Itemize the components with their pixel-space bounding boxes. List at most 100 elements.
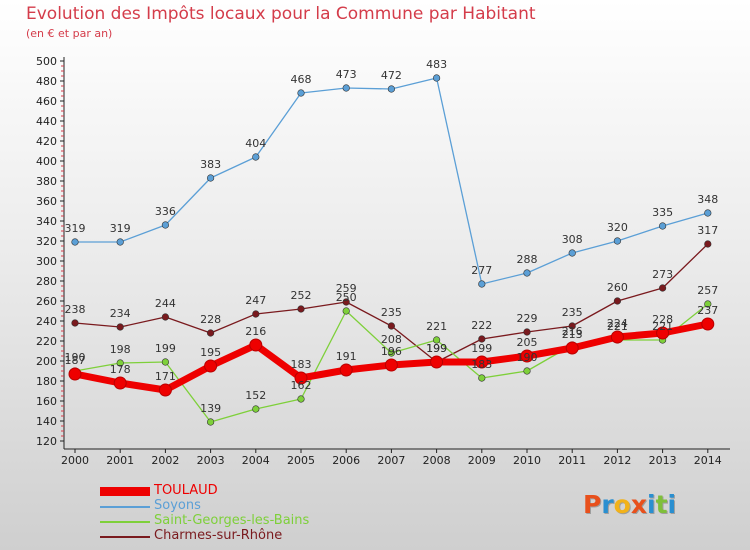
data-label-toulaud: 199 xyxy=(426,342,447,355)
series-point-saint-georges-les-bains xyxy=(704,300,712,308)
x-tick-label: 2003 xyxy=(197,454,225,467)
series-point-soyons xyxy=(523,269,531,277)
data-label-saint-georges-les-bains: 221 xyxy=(426,320,447,333)
chart-subtitle: (en € et par an) xyxy=(26,27,113,40)
y-tick-label: 220 xyxy=(36,335,57,348)
series-point-soyons xyxy=(297,89,305,97)
series-point-saint-georges-les-bains xyxy=(252,405,260,413)
series-point-saint-georges-les-bains xyxy=(297,395,305,403)
y-tick-label: 440 xyxy=(36,115,57,128)
data-label-saint-georges-les-bains: 257 xyxy=(697,284,718,297)
data-label-charmes-sur-rhone: 244 xyxy=(155,297,176,310)
series-point-toulaud xyxy=(113,376,127,390)
series-point-toulaud xyxy=(339,363,353,377)
data-label-soyons: 483 xyxy=(426,58,447,71)
series-point-charmes-sur-rhone xyxy=(252,310,260,318)
series-point-soyons xyxy=(613,237,622,245)
data-label-saint-georges-les-bains: 216 xyxy=(562,325,583,338)
logo-letter: t xyxy=(655,490,668,519)
data-label-charmes-sur-rhone: 228 xyxy=(200,313,221,326)
series-point-charmes-sur-rhone xyxy=(297,305,305,313)
series-point-toulaud xyxy=(656,326,670,340)
data-label-toulaud: 216 xyxy=(245,325,266,338)
legend-label: Soyons xyxy=(154,498,201,513)
series-point-soyons xyxy=(116,238,124,246)
series-point-saint-georges-les-bains xyxy=(478,374,486,382)
data-label-toulaud: 213 xyxy=(562,328,583,341)
y-tick-label: 180 xyxy=(36,375,57,388)
y-tick-label: 320 xyxy=(36,235,57,248)
data-label-charmes-sur-rhone: 252 xyxy=(291,289,312,302)
x-tick-label: 2010 xyxy=(513,454,541,467)
series-point-toulaud xyxy=(204,359,218,373)
data-label-saint-georges-les-bains: 198 xyxy=(110,343,131,356)
data-label-toulaud: 171 xyxy=(155,370,176,383)
y-tick-label: 240 xyxy=(36,315,57,328)
series-point-charmes-sur-rhone xyxy=(658,284,667,292)
x-tick-label: 2008 xyxy=(423,454,451,467)
legend-label: Charmes-sur-Rhône xyxy=(154,528,283,543)
series-point-toulaud xyxy=(249,338,263,352)
data-label-toulaud: 205 xyxy=(517,336,538,349)
series-point-charmes-sur-rhone xyxy=(71,319,79,327)
series-point-toulaud xyxy=(384,358,398,372)
x-tick-label: 2007 xyxy=(377,454,405,467)
data-label-soyons: 473 xyxy=(336,68,357,81)
y-tick-label: 460 xyxy=(36,95,57,108)
data-label-toulaud: 237 xyxy=(697,304,718,317)
series-point-soyons xyxy=(658,222,667,230)
data-label-soyons: 308 xyxy=(562,233,583,246)
series-point-charmes-sur-rhone xyxy=(387,322,396,330)
series-point-toulaud xyxy=(610,330,624,344)
x-tick-label: 2013 xyxy=(649,454,677,467)
data-label-soyons: 277 xyxy=(471,264,492,277)
data-label-soyons: 383 xyxy=(200,158,221,171)
series-point-toulaud xyxy=(701,317,715,331)
data-label-saint-georges-les-bains: 183 xyxy=(471,358,492,371)
data-label-charmes-sur-rhone: 260 xyxy=(607,281,628,294)
legend-swatch xyxy=(100,520,150,523)
data-label-soyons: 404 xyxy=(245,137,266,150)
series-point-saint-georges-les-bains xyxy=(342,307,350,315)
data-label-soyons: 288 xyxy=(517,253,538,266)
data-label-toulaud: 191 xyxy=(336,350,357,363)
chart-data-labels: 238 234 244 228 247 252 259 235 199 222 229 235 260 2… xyxy=(65,58,719,415)
series-point-soyons xyxy=(568,249,576,257)
data-label-saint-georges-les-bains: 221 xyxy=(652,320,673,333)
series-point-saint-georges-les-bains xyxy=(161,358,169,366)
y-tick-label: 300 xyxy=(36,255,57,268)
series-point-charmes-sur-rhone xyxy=(568,322,576,330)
data-label-saint-georges-les-bains: 139 xyxy=(200,402,221,415)
data-label-charmes-sur-rhone: 238 xyxy=(65,303,86,316)
data-label-soyons: 335 xyxy=(652,206,673,219)
logo-letter: x xyxy=(630,490,647,519)
series-point-charmes-sur-rhone xyxy=(613,297,622,305)
series-point-soyons xyxy=(478,280,486,288)
y-tick-label: 340 xyxy=(36,215,57,228)
y-tick-label: 420 xyxy=(36,135,57,148)
proxiti-logo: Proxiti xyxy=(583,490,676,519)
data-label-saint-georges-les-bains: 190 xyxy=(517,351,538,364)
series-point-saint-georges-les-bains xyxy=(433,336,441,344)
legend-item: Soyons xyxy=(100,498,420,514)
data-label-toulaud: 228 xyxy=(652,313,673,326)
data-label-soyons: 348 xyxy=(697,193,718,206)
x-tick-label: 2009 xyxy=(468,454,496,467)
chart-legend: TOULAUD Soyons Saint-Georges-les-Bains Char… xyxy=(100,483,420,544)
data-label-charmes-sur-rhone: 235 xyxy=(381,306,402,319)
series-point-saint-georges-les-bains xyxy=(523,367,531,375)
legend-label: TOULAUD xyxy=(154,483,218,498)
y-tick-label: 260 xyxy=(36,295,57,308)
logo-letter: r xyxy=(601,490,614,519)
legend-item: Charmes-sur-Rhône xyxy=(100,528,420,544)
data-label-soyons: 319 xyxy=(110,222,131,235)
data-label-charmes-sur-rhone: 229 xyxy=(517,312,538,325)
series-point-soyons xyxy=(387,85,396,93)
y-tick-label: 380 xyxy=(36,175,57,188)
legend-item: TOULAUD xyxy=(100,483,420,499)
data-label-toulaud: 199 xyxy=(471,342,492,355)
x-tick-label: 2000 xyxy=(61,454,89,467)
data-label-toulaud: 178 xyxy=(110,363,131,376)
legend-swatch xyxy=(100,505,150,508)
